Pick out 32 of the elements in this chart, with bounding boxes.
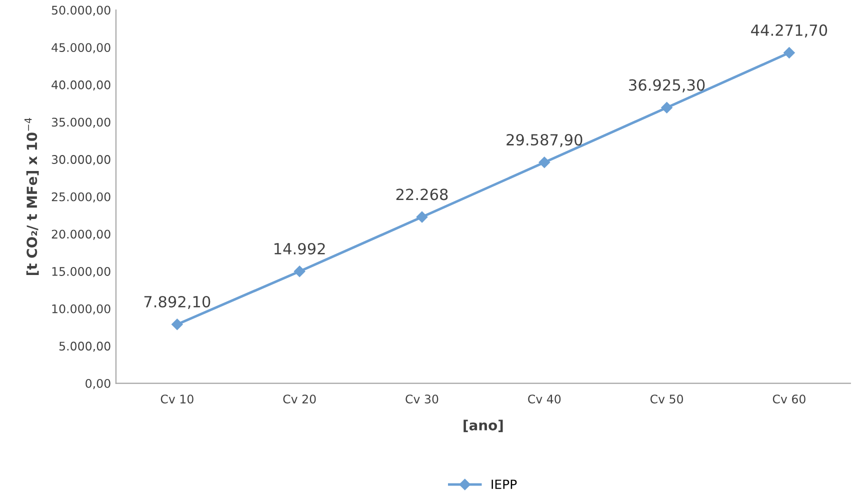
data-label: 14.992 [274,242,325,254]
y-tick-label: 35.000,00 [52,118,110,128]
x-axis-title: [ano] [464,420,503,432]
y-tick-label: 15.000,00 [52,267,110,278]
x-tick-label: Cv 50 [650,394,684,404]
y-tick-label: 30.000,00 [52,155,110,166]
point [172,318,183,330]
data-label: 36.925,30 [629,79,705,92]
x-tick-label: Cv 20 [283,394,316,404]
point [661,102,672,114]
legend-label: IEPP [492,480,517,489]
point [294,266,306,277]
y-tick-label: 20.000,00 [52,230,110,240]
y-tick-label: 40.000,00 [52,80,110,91]
y-tick-label: 5.000,00 [59,342,110,352]
y-tick-label: 50.000,00 [52,6,110,16]
x-tick-label: Cv 40 [528,394,561,404]
data-label: 7.892,10 [144,296,210,310]
point [416,211,428,223]
y-tick-label: 25.000,00 [52,192,110,202]
y-axis-title: [t CO₂/ t MFe] x 10$^{−4}$ [24,118,39,276]
y-tick-label: 45.000,00 [52,43,110,54]
x-tick-label: Cv 10 [160,394,194,404]
x-tick-label: Cv 60 [772,394,806,404]
y-tick-label: 10.000,00 [52,304,110,314]
x-tick-label: Cv 30 [406,394,438,404]
data-label: 44.271,70 [751,24,828,38]
point [784,47,795,58]
point [538,156,550,168]
data-label: 29.587,90 [506,134,582,148]
y-tick-label: 0,00 [86,378,110,390]
data-label: 22.268 [396,188,448,200]
